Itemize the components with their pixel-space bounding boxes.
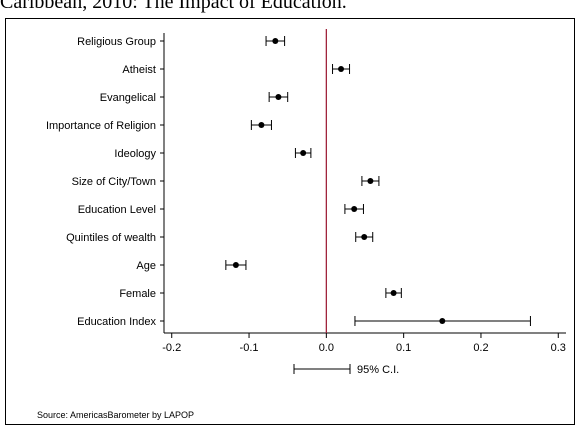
coefficient-marks [225, 36, 531, 326]
figure-frame: Religious Group Atheist Evangelical Importa… [5, 18, 575, 425]
coefficient-point [272, 38, 279, 44]
y-tick-label: Importance of Religion [46, 120, 156, 132]
y-tick-label: Education Level [78, 204, 156, 216]
source-note: Source: AmericasBarometer by LAPOP [37, 410, 195, 420]
coefficient-point [232, 262, 239, 268]
y-tick-label: Education Index [77, 316, 156, 328]
coefficient-point [258, 122, 265, 128]
axes: Religious Group Atheist Evangelical Importa… [46, 33, 566, 354]
x-tick-label: 0.0 [319, 342, 334, 354]
ci-legend-label: 95% C.I. [357, 364, 399, 376]
coefficient-point [390, 290, 397, 296]
y-tick-label: Atheist [122, 64, 156, 76]
x-tick-label: 0.1 [396, 342, 411, 354]
coefficient-plot: Religious Group Atheist Evangelical Importa… [46, 29, 566, 376]
coefficient-point [367, 178, 374, 184]
x-tick-label: 0.2 [473, 342, 488, 354]
ci-legend: 95% C.I. [293, 364, 399, 376]
coefficient-point [439, 318, 446, 324]
coefficient-point [338, 66, 345, 72]
x-tick-label: -0.1 [240, 342, 259, 354]
x-tick-label: 0.3 [551, 342, 566, 354]
coefficient-point [361, 234, 368, 240]
y-tick-label: Size of City/Town [72, 176, 156, 188]
y-tick-label: Religious Group [77, 36, 156, 48]
coefficient-point [351, 206, 358, 212]
y-tick-label: Ideology [114, 148, 156, 160]
y-tick-label: Female [119, 288, 156, 300]
coefficient-point [275, 94, 282, 100]
figure-caption: Caribbean, 2010: The Impact of Education… [0, 0, 347, 13]
coefficient-point [300, 150, 307, 156]
y-tick-label: Evangelical [100, 92, 156, 104]
y-tick-label: Age [136, 260, 156, 272]
y-tick-label: Quintiles of wealth [66, 232, 156, 244]
x-tick-label: -0.2 [162, 342, 181, 354]
